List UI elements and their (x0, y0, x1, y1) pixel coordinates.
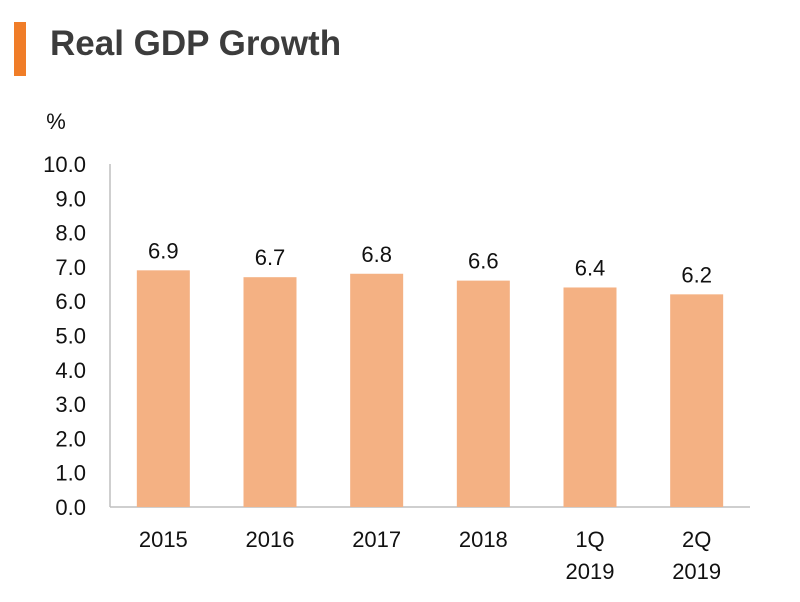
bar-value-label: 6.8 (361, 242, 392, 267)
bar (456, 280, 510, 507)
bar-value-label: 6.7 (255, 245, 286, 270)
y-axis-ticks: 0.0 1.0 2.0 3.0 4.0 5.0 6.0 7.0 8.0 9.0 10.0 (43, 152, 86, 520)
y-tick-label: 8.0 (55, 221, 86, 246)
y-tick-label: 7.0 (55, 255, 86, 280)
y-axis-unit-label: % (46, 109, 66, 134)
x-axis-ticks: 2015 2016 2017 2018 1Q 2019 2Q 2019 (139, 527, 721, 584)
bar-value-label: 6.9 (148, 238, 179, 263)
y-tick-label: 5.0 (55, 324, 86, 349)
bar-value-label: 6.2 (681, 262, 712, 287)
bar (136, 270, 190, 507)
x-tick-label: 2019 (672, 559, 721, 584)
y-tick-label: 1.0 (55, 461, 86, 486)
bar-value-label: 6.6 (468, 249, 499, 274)
y-tick-label: 10.0 (43, 152, 86, 177)
x-tick-label: 2016 (246, 527, 295, 552)
y-tick-label: 0.0 (55, 495, 86, 520)
title-accent-bar (14, 22, 26, 76)
y-tick-label: 4.0 (55, 358, 86, 383)
y-tick-label: 3.0 (55, 392, 86, 417)
y-tick-label: 9.0 (55, 186, 86, 211)
bar (563, 287, 617, 507)
bar (670, 294, 724, 507)
y-tick-label: 6.0 (55, 289, 86, 314)
data-labels: 6.9 6.7 6.8 6.6 6.4 6.2 (148, 238, 712, 287)
bar (350, 273, 404, 507)
bar-value-label: 6.4 (575, 255, 606, 280)
bars (136, 270, 724, 507)
x-tick-label: 2Q (682, 527, 711, 552)
x-tick-label: 2015 (139, 527, 188, 552)
bar (243, 277, 297, 507)
x-tick-label: 2018 (459, 527, 508, 552)
x-tick-label: 2019 (566, 559, 615, 584)
x-tick-label: 2017 (352, 527, 401, 552)
y-tick-label: 2.0 (55, 426, 86, 451)
x-tick-label: 1Q (575, 527, 604, 552)
chart-title: Real GDP Growth (50, 24, 342, 63)
